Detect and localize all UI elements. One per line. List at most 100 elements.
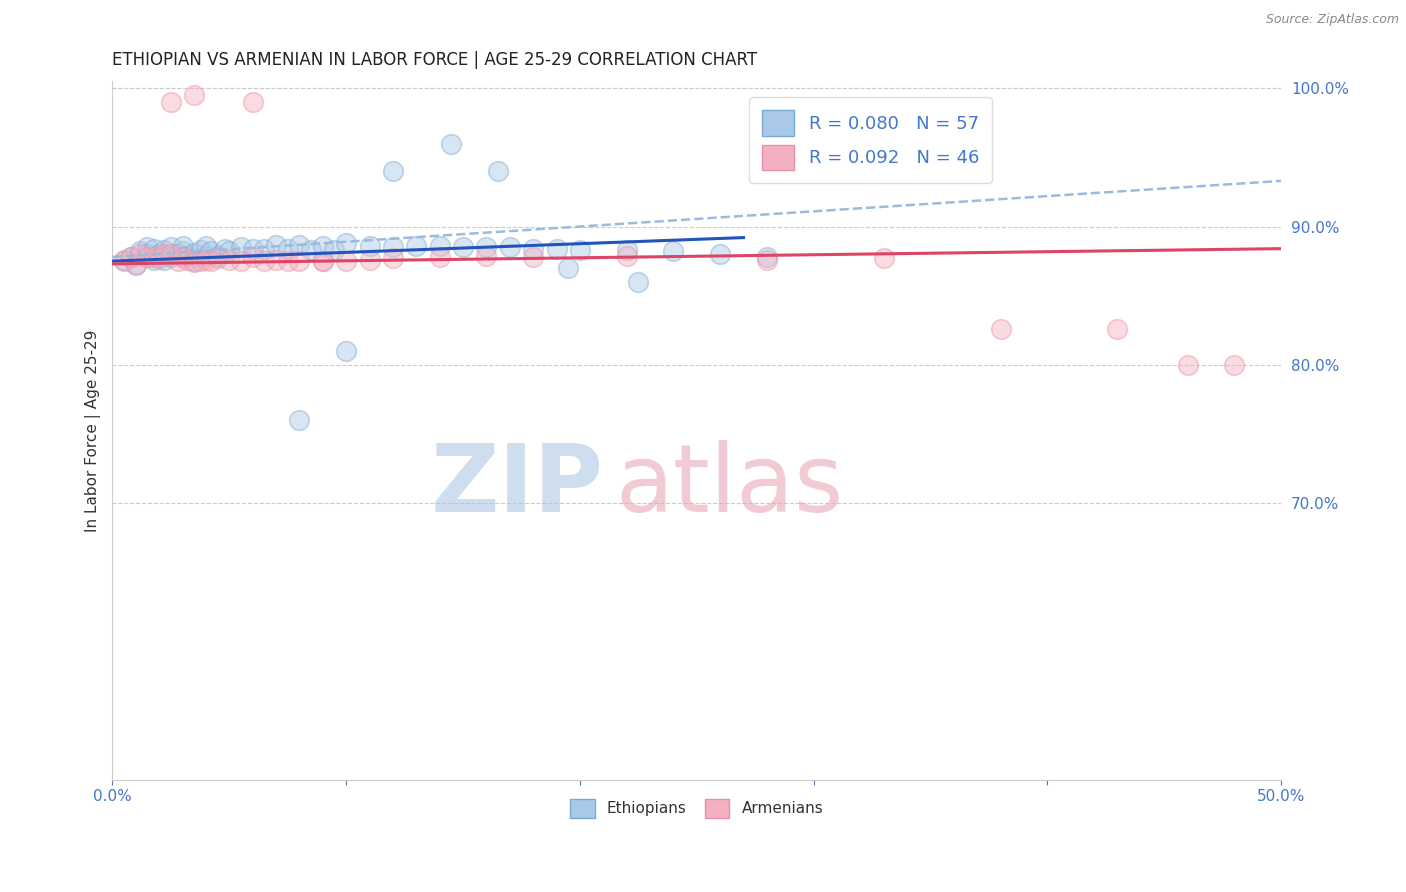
Point <box>194 252 217 267</box>
Point <box>451 240 474 254</box>
Point <box>755 250 778 264</box>
Point <box>312 254 335 268</box>
Point <box>194 249 217 263</box>
Point <box>277 242 299 256</box>
Point <box>183 88 205 103</box>
Point <box>264 237 287 252</box>
Point <box>253 242 276 256</box>
Point <box>662 244 685 259</box>
Point <box>176 252 198 267</box>
Point <box>1177 358 1199 372</box>
Point <box>136 247 159 261</box>
Point <box>335 343 357 358</box>
Point <box>207 252 229 266</box>
Point <box>429 250 451 264</box>
Point <box>568 243 591 257</box>
Point <box>312 239 335 253</box>
Point <box>190 243 212 257</box>
Point <box>1107 322 1129 336</box>
Point <box>153 247 176 261</box>
Point <box>153 243 176 257</box>
Point <box>112 254 135 268</box>
Point <box>522 242 544 256</box>
Point <box>557 260 579 275</box>
Text: Source: ZipAtlas.com: Source: ZipAtlas.com <box>1265 13 1399 27</box>
Point <box>323 243 346 257</box>
Point <box>172 244 194 259</box>
Point <box>486 164 509 178</box>
Point <box>277 254 299 268</box>
Point <box>990 322 1012 336</box>
Point <box>381 252 404 266</box>
Point <box>873 252 896 266</box>
Point <box>194 239 217 253</box>
Point <box>200 244 222 259</box>
Point <box>136 240 159 254</box>
Point <box>120 250 142 264</box>
Text: ZIP: ZIP <box>430 441 603 533</box>
Point <box>172 250 194 264</box>
Point <box>148 252 170 266</box>
Point <box>112 252 135 267</box>
Point <box>148 247 170 261</box>
Point <box>381 240 404 254</box>
Point <box>288 413 311 427</box>
Point <box>288 237 311 252</box>
Point <box>160 247 183 261</box>
Point <box>359 252 381 267</box>
Point <box>166 247 188 261</box>
Point <box>129 247 152 261</box>
Point <box>229 240 252 254</box>
Point <box>429 239 451 253</box>
Point <box>166 254 188 268</box>
Point <box>190 254 212 268</box>
Point <box>475 240 498 254</box>
Y-axis label: In Labor Force | Age 25-29: In Labor Force | Age 25-29 <box>86 329 101 532</box>
Point <box>129 244 152 259</box>
Point <box>1223 358 1246 372</box>
Point <box>475 249 498 263</box>
Point <box>218 244 240 259</box>
Point <box>172 239 194 253</box>
Point <box>183 245 205 260</box>
Point <box>546 242 568 256</box>
Point <box>214 242 236 256</box>
Text: ETHIOPIAN VS ARMENIAN IN LABOR FORCE | AGE 25-29 CORRELATION CHART: ETHIOPIAN VS ARMENIAN IN LABOR FORCE | A… <box>112 51 758 69</box>
Point <box>405 239 427 253</box>
Point <box>499 240 522 254</box>
Text: atlas: atlas <box>614 441 844 533</box>
Point <box>143 242 166 256</box>
Point <box>160 240 183 254</box>
Point <box>335 236 357 251</box>
Point <box>335 254 357 268</box>
Point <box>143 252 166 267</box>
Legend: Ethiopians, Armenians: Ethiopians, Armenians <box>564 792 830 824</box>
Point <box>299 243 322 257</box>
Point <box>288 254 311 268</box>
Point <box>627 275 650 289</box>
Point <box>253 254 276 268</box>
Point <box>264 252 287 267</box>
Point <box>125 258 148 272</box>
Point <box>200 254 222 268</box>
Point <box>709 247 731 261</box>
Point <box>160 95 183 109</box>
Point <box>207 249 229 263</box>
Point <box>136 250 159 264</box>
Point <box>242 242 264 256</box>
Point <box>242 250 264 264</box>
Point <box>160 250 183 264</box>
Point <box>176 249 198 263</box>
Point <box>218 252 240 267</box>
Point <box>312 254 335 268</box>
Point <box>229 254 252 268</box>
Point <box>125 257 148 271</box>
Point <box>755 252 778 267</box>
Point <box>616 249 638 263</box>
Point <box>153 252 176 267</box>
Point <box>522 250 544 264</box>
Point <box>616 243 638 257</box>
Point <box>242 95 264 109</box>
Point <box>359 239 381 253</box>
Point <box>120 250 142 264</box>
